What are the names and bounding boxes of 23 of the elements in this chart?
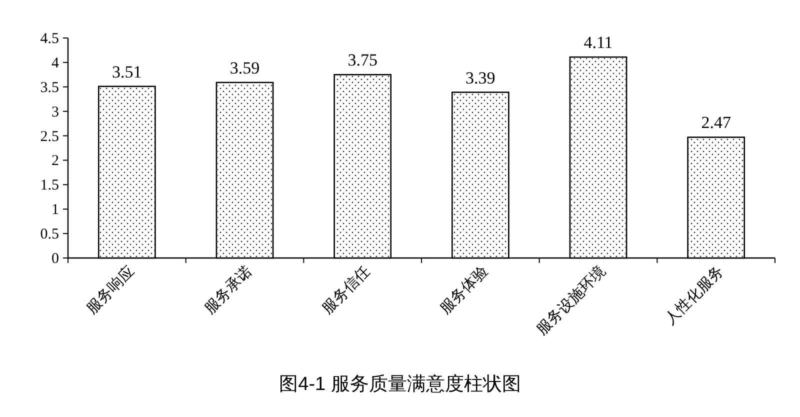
x-tick-label: 服务设施环境: [533, 262, 610, 338]
x-tick-label: 人性化服务: [662, 262, 727, 328]
y-tick-label: 4.5: [40, 31, 59, 47]
text: 图4-1 服务质量满意度柱状图: [279, 373, 521, 395]
x-tick-label: 服务承诺: [201, 262, 256, 318]
x-tick-label: 服务响应: [83, 262, 138, 318]
y-tick-label: 2.5: [40, 128, 59, 145]
x-tick-label: 服务体验: [436, 262, 492, 318]
data-label: 3.75: [348, 50, 378, 70]
data-label: 3.59: [230, 58, 260, 78]
y-tick-label: 1.5: [40, 178, 59, 194]
y-tick-label: 3.5: [40, 80, 59, 96]
data-label: 4.11: [584, 33, 613, 52]
x-tick-label: 服务信任: [318, 262, 374, 318]
y-tick-label: 0.5: [40, 226, 59, 243]
data-label: 2.47: [701, 113, 732, 132]
y-tick-label: 4: [52, 55, 60, 72]
data-label: 3.51: [112, 62, 142, 82]
y-tick-label: 3: [52, 104, 59, 120]
y-tick-label: 0: [52, 251, 59, 267]
y-tick-label: 2: [52, 153, 59, 170]
data-label: 3.39: [466, 68, 496, 88]
y-tick-label: 1: [52, 202, 59, 218]
